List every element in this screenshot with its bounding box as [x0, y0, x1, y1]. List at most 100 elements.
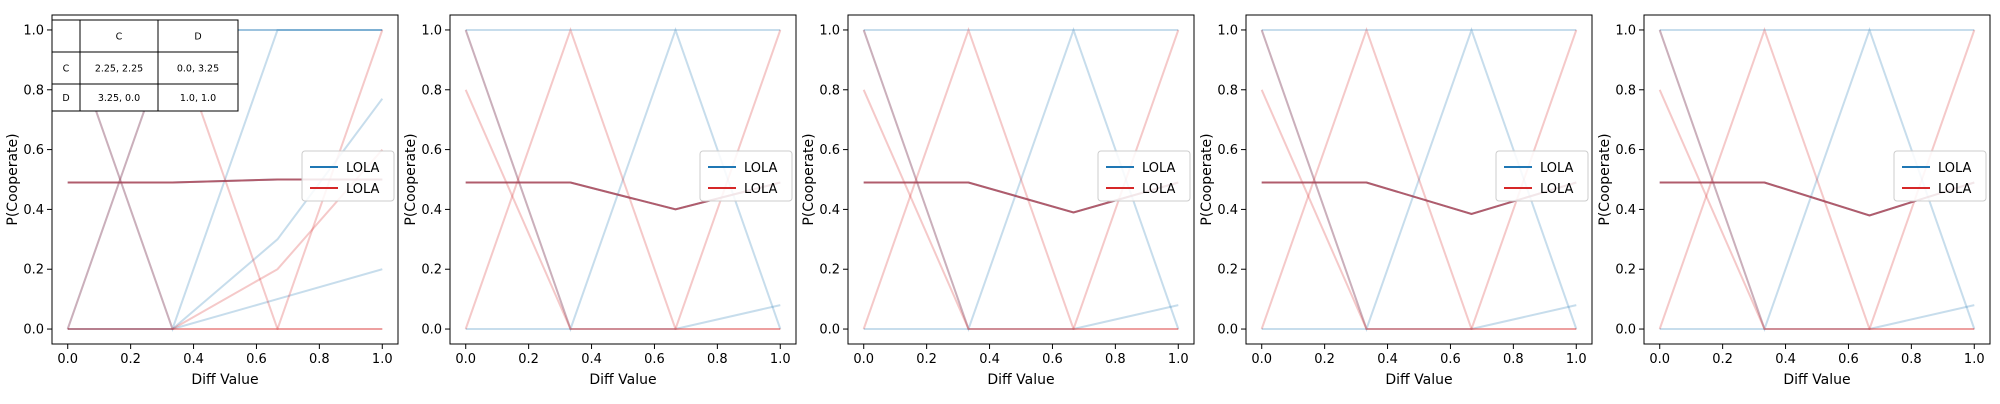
- x-tick-label: 0.4: [1775, 352, 1796, 367]
- subplot-4: 0.0 0.2 0.4 0.6 0.8 1.0 0.0 0.2 0.4 0.6 0.8 1.0 Diff…: [1199, 14, 1593, 388]
- legend-label: LOLA: [346, 182, 380, 197]
- y-tick-label: 1.0: [1615, 23, 1636, 38]
- legend-label: LOLA: [1142, 182, 1176, 197]
- y-tick-label: 1.0: [1217, 23, 1238, 38]
- y-tick-label: 0.4: [421, 203, 442, 218]
- y-tick-label: 0.8: [421, 83, 442, 98]
- x-tick-label: 0.6: [644, 352, 665, 367]
- x-tick-label: 1.0: [372, 352, 393, 367]
- y-tick-label: 0.0: [421, 323, 442, 338]
- x-tick-label: 1.0: [1964, 352, 1985, 367]
- y-tick-label: 0.2: [23, 263, 44, 278]
- y-tick-label: 0.4: [1217, 203, 1238, 218]
- payoff-table-cell: 0.0, 3.25: [177, 64, 219, 75]
- y-tick-label: 0.8: [23, 83, 44, 98]
- x-tick-label: 1.0: [770, 352, 791, 367]
- y-axis-label: P(Cooperate): [403, 133, 419, 225]
- payoff-table-cell: 1.0, 1.0: [180, 93, 216, 104]
- y-axis-label: P(Cooperate): [1199, 133, 1215, 225]
- run-line-7: [66, 26, 383, 330]
- run-line-6: [862, 89, 1179, 330]
- y-tick-label: 0.6: [421, 143, 442, 158]
- y-tick-label: 0.6: [1217, 143, 1238, 158]
- y-tick-label: 0.2: [421, 263, 442, 278]
- x-tick-label: 0.6: [1838, 352, 1859, 367]
- subplot-2: 0.0 0.2 0.4 0.6 0.8 1.0 0.0 0.2 0.4 0.6 0.8 1.0 Diff…: [403, 14, 797, 388]
- y-tick-label: 0.8: [1615, 83, 1636, 98]
- x-tick-label: 1.0: [1168, 352, 1189, 367]
- legend-label: LOLA: [744, 182, 778, 197]
- x-axis-label: Diff Value: [589, 372, 656, 388]
- legend-label: LOLA: [1938, 182, 1972, 197]
- x-axis-label: Diff Value: [1385, 372, 1452, 388]
- x-tick-label: 0.4: [581, 352, 602, 367]
- legend-label: LOLA: [1938, 161, 1972, 176]
- x-tick-label: 0.0: [455, 352, 476, 367]
- y-tick-label: 0.2: [819, 263, 840, 278]
- x-tick-label: 0.8: [1503, 352, 1524, 367]
- x-tick-label: 0.8: [309, 352, 330, 367]
- run-line-3: [863, 304, 1179, 330]
- axes-frame: [1245, 14, 1593, 345]
- run-line-5: [862, 26, 1179, 330]
- run-line-3: [1659, 304, 1975, 330]
- run-line-5: [1658, 26, 1975, 330]
- y-axis-label: P(Cooperate): [5, 133, 21, 225]
- y-tick-label: 0.0: [1217, 323, 1238, 338]
- x-tick-label: 0.2: [518, 352, 539, 367]
- axes-frame: [847, 14, 1195, 345]
- run-line-4: [67, 98, 384, 330]
- x-tick-label: 0.4: [1377, 352, 1398, 367]
- subplot-3: 0.0 0.2 0.4 0.6 0.8 1.0 0.0 0.2 0.4 0.6 0.8 1.0 Diff…: [801, 14, 1195, 388]
- legend-label: LOLA: [1540, 161, 1574, 176]
- payoff-table-frame: [51, 19, 239, 112]
- axes-frame: [51, 14, 399, 345]
- run-line-5: [1260, 26, 1577, 330]
- y-tick-label: 0.0: [23, 323, 44, 338]
- x-tick-label: 0.6: [1440, 352, 1461, 367]
- legend-label: LOLA: [744, 161, 778, 176]
- run-line-5: [464, 26, 781, 330]
- y-tick-label: 0.0: [1615, 323, 1636, 338]
- y-axis-label: P(Cooperate): [1597, 133, 1613, 225]
- payoff-table: C D C 2.25, 2.25 0.0, 3.25 D 3.25, 0.0 1.0, 1.0: [51, 19, 239, 112]
- y-tick-label: 0.6: [1615, 143, 1636, 158]
- x-tick-label: 0.8: [1105, 352, 1126, 367]
- x-axis-label: Diff Value: [1783, 372, 1850, 388]
- x-tick-label: 0.6: [246, 352, 267, 367]
- x-tick-label: 0.0: [57, 352, 78, 367]
- x-tick-label: 0.8: [1901, 352, 1922, 367]
- axes-frame: [449, 14, 797, 345]
- payoff-table-cell: C: [116, 32, 123, 43]
- y-tick-label: 0.4: [1615, 203, 1636, 218]
- run-line-6: [1658, 89, 1975, 330]
- run-line-6: [464, 89, 781, 330]
- subplot-5: 0.0 0.2 0.4 0.6 0.8 1.0 0.0 0.2 0.4 0.6 0.8 1.0 Diff…: [1597, 14, 1991, 388]
- x-tick-label: 0.2: [1712, 352, 1733, 367]
- axes-frame: [1643, 14, 1991, 345]
- run-line-1: [66, 29, 383, 333]
- run-line-9: [67, 148, 384, 330]
- y-tick-label: 0.2: [1217, 263, 1238, 278]
- x-tick-label: 1.0: [1566, 352, 1587, 367]
- x-tick-label: 0.8: [707, 352, 728, 367]
- run-line-3: [1261, 304, 1577, 330]
- run-line-3: [465, 304, 781, 330]
- legend: LOLA LOLA: [301, 150, 395, 202]
- x-tick-label: 0.2: [1314, 352, 1335, 367]
- legend: LOLA LOLA: [699, 150, 793, 202]
- legend: LOLA LOLA: [1097, 150, 1191, 202]
- y-tick-label: 1.0: [819, 23, 840, 38]
- x-axis-label: Diff Value: [191, 372, 258, 388]
- x-tick-label: 0.2: [120, 352, 141, 367]
- legend-label: LOLA: [346, 161, 380, 176]
- y-tick-label: 0.2: [1615, 263, 1636, 278]
- run-line-6: [1260, 89, 1577, 330]
- subplot-1: 0.0 0.2 0.4 0.6 0.8 1.0 0.0 0.2 0.4 0.6 0.8 1.0 Diff…: [5, 14, 399, 388]
- y-axis-label: P(Cooperate): [801, 133, 817, 225]
- x-axis-label: Diff Value: [987, 372, 1054, 388]
- legend-label: LOLA: [1142, 161, 1176, 176]
- payoff-table-cell: D: [62, 93, 69, 104]
